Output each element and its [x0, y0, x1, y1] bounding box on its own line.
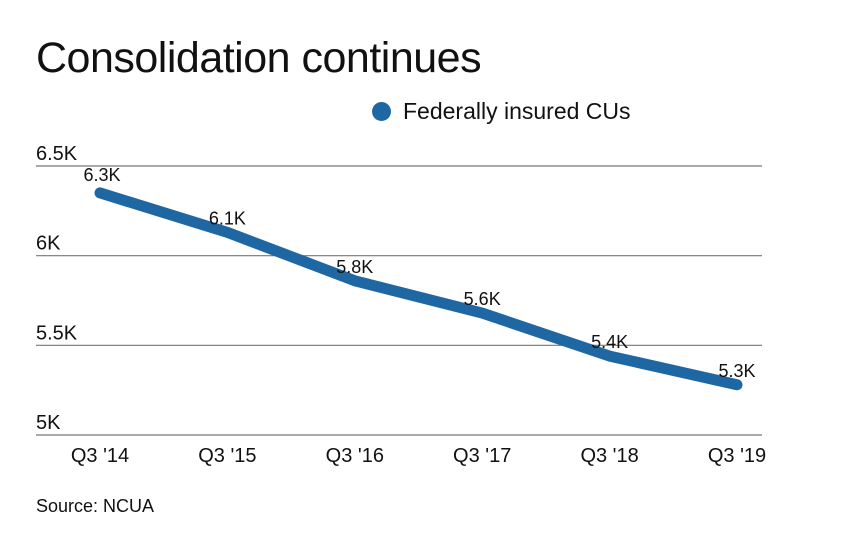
x-tick-label: Q3 '17: [453, 445, 511, 467]
source-note: Source: NCUA: [36, 496, 155, 516]
legend-label: Federally insured CUs: [403, 98, 631, 124]
data-label: 5.3K: [718, 361, 755, 381]
x-tick-label: Q3 '19: [708, 445, 766, 467]
y-tick-label: 5K: [36, 412, 61, 434]
legend: Federally insured CUs: [372, 98, 631, 125]
data-label: 5.6K: [464, 289, 501, 309]
x-tick-label: Q3 '16: [326, 445, 384, 467]
x-tick-label: Q3 '14: [71, 445, 129, 467]
data-label: 5.4K: [591, 332, 628, 352]
data-label: 6.1K: [209, 208, 246, 228]
chart-title: Consolidation continues: [36, 34, 482, 82]
y-tick-label: 6.5K: [36, 143, 78, 165]
data-label: 5.8K: [336, 257, 373, 277]
x-tick-label: Q3 '18: [580, 445, 638, 467]
data-label: 6.3K: [83, 165, 120, 185]
y-tick-label: 6K: [36, 233, 61, 255]
series-line: [94, 187, 743, 391]
y-tick-label: 5.5K: [36, 322, 78, 344]
legend-marker: [372, 102, 391, 121]
x-tick-label: Q3 '15: [198, 445, 256, 467]
